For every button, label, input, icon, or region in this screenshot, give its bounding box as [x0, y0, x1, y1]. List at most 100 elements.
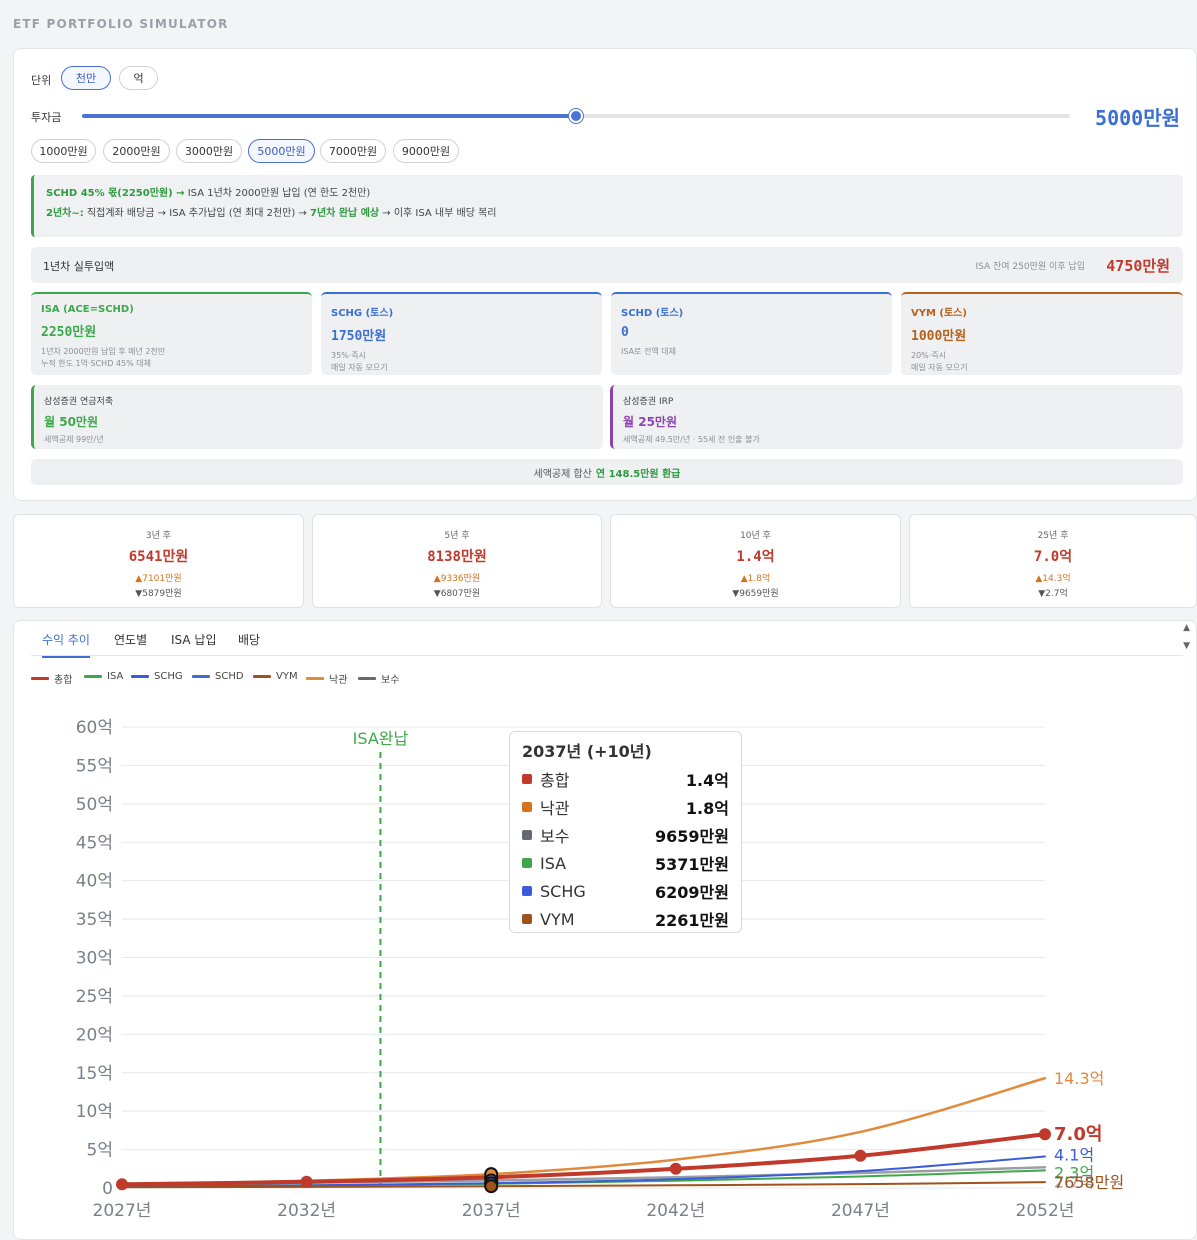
hover-marker: [484, 1179, 499, 1194]
tooltip-row-optimistic: 낙관 1.8억: [522, 793, 729, 821]
scroll-up-icon[interactable]: ▲: [1183, 623, 1190, 633]
legend-item-schg[interactable]: SCHG: [131, 671, 183, 682]
pension-value: 월 25만원: [623, 415, 677, 429]
series-end-label: 4.1억: [1054, 1145, 1094, 1164]
first-year-hint: ISA 잔여 250만원 이후 납입: [975, 262, 1085, 272]
y-tick-label: 40억: [76, 872, 113, 892]
legend-label: SCHD: [215, 671, 244, 682]
unit-option-eok[interactable]: 억: [119, 66, 158, 90]
tooltip-row-schg: SCHG 6209만원: [522, 877, 729, 905]
invest-amount-display: 5000만원: [1095, 106, 1180, 130]
legend-item-schd[interactable]: SCHD: [192, 671, 244, 682]
legend-swatch: [306, 677, 324, 680]
kpi-card-10y: 10년 후 1.4억 ▲1.8억 ▼9659만원: [610, 514, 901, 608]
isa-complete-marker-label: ISA완납: [353, 729, 409, 748]
pension-card-savings: 삼성증권 연금저축 월 50만원 세액공제 99만/년: [31, 385, 603, 449]
unit-option-cheonman[interactable]: 천만: [61, 66, 111, 90]
legend-item-isa[interactable]: ISA: [84, 671, 123, 682]
legend-label: ISA: [107, 671, 124, 682]
note-line-2-highlight-2: 7년차 완납 예상: [309, 208, 380, 219]
kpi-main: 1.4억: [736, 549, 775, 565]
account-value: 0: [621, 325, 629, 340]
total-data-point: [669, 1162, 682, 1175]
tooltip-row-name: 보수: [540, 827, 570, 846]
tab-returns-trend[interactable]: 수익 추이: [42, 631, 90, 658]
note-line-2-text: 직접계좌 배당금 → ISA 추가납입 (연 최대 2천만) →: [83, 208, 310, 219]
account-value: 1000만원: [911, 329, 967, 344]
account-card-vym: VYM (토스) 1000만원 20%·즉시 매일 자동 모으기: [901, 292, 1183, 375]
pension-sub: 세액공제 49.5만/년 · 55세 전 인출 불가: [623, 435, 760, 444]
account-title: VYM (토스): [911, 308, 967, 319]
tab-yearly[interactable]: 연도별: [114, 633, 148, 647]
account-card-schg: SCHG (토스) 1750만원 35%·즉시 매일 자동 모으기: [321, 292, 602, 375]
app-title: ETF PORTFOLIO SIMULATOR: [13, 17, 229, 31]
note-line-2-highlight: 2년차~:: [46, 208, 84, 219]
kpi-conservative: ▼2.7억: [1038, 589, 1068, 599]
note-line-1-text: ISA 1년차 2000만원 납입 (연 한도 2천만): [184, 188, 371, 199]
invest-slider[interactable]: [82, 109, 1070, 123]
first-year-value: 4750만원: [1106, 257, 1170, 275]
legend-swatch: [358, 677, 376, 680]
legend-item-optimistic[interactable]: 낙관: [306, 671, 347, 686]
pension-title: 삼성증권 IRP: [623, 397, 674, 407]
preset-9000[interactable]: 9000만원: [393, 139, 459, 163]
tooltip-row-vym: VYM 2261만원: [522, 905, 729, 933]
account-title: SCHD (토스): [621, 308, 684, 319]
y-tick-label: 0: [102, 1179, 113, 1199]
tooltip-row-isa: ISA 5371만원: [522, 849, 729, 877]
legend-swatch: [31, 677, 49, 680]
kpi-conservative: ▼5879만원: [135, 589, 182, 599]
series-end-label: 2.3억: [1054, 1163, 1094, 1182]
tooltip-row-name: 총합: [540, 771, 570, 790]
tooltip-header: 2037년 (+10년): [522, 742, 652, 761]
kpi-conservative: ▼9659만원: [732, 589, 779, 599]
scroll-down-icon[interactable]: ▼: [1183, 641, 1190, 651]
unit-label: 단위: [31, 74, 52, 87]
account-value: 2250만원: [41, 325, 97, 340]
pension-sub: 세액공제 99만/년: [44, 435, 104, 444]
invest-slider-fill: [82, 114, 576, 118]
preset-3000[interactable]: 3000만원: [176, 139, 242, 163]
series-line-총합: [120, 1132, 1047, 1187]
kpi-optimistic: ▲14.3억: [1035, 574, 1071, 584]
legend-item-conservative[interactable]: 보수: [358, 671, 399, 686]
first-year-label: 1년차 실투입액: [43, 260, 115, 273]
account-sub-1: 20%·즉시: [911, 351, 947, 360]
series-line-VYM: [121, 1181, 1046, 1189]
note-line-1-highlight: SCHD 45% 몫(2250만원) →: [46, 188, 185, 199]
preset-1000[interactable]: 1000만원: [31, 139, 96, 163]
account-sub-2: 매일 자동 모으기: [911, 363, 968, 372]
tab-dividend[interactable]: 배당: [238, 633, 261, 647]
kpi-card-5y: 5년 후 8138만원 ▲9336만원 ▼6807만원: [312, 514, 602, 608]
kpi-main: 6541만원: [128, 549, 189, 565]
tooltip-swatch: [522, 774, 532, 784]
series-end-label: 7658만원: [1054, 1173, 1124, 1192]
kpi-period: 3년 후: [145, 531, 172, 541]
legend-swatch: [84, 675, 102, 678]
pension-card-irp: 삼성증권 IRP 월 25만원 세액공제 49.5만/년 · 55세 전 인출 …: [610, 385, 1183, 449]
kpi-card-3y: 3년 후 6541만원 ▲7101만원 ▼5879만원: [13, 514, 304, 608]
invest-slider-handle[interactable]: [569, 109, 583, 123]
isa-strategy-note: SCHD 45% 몫(2250만원) → ISA 1년차 2000만원 납입 (…: [31, 175, 1183, 237]
legend-label: 총합: [54, 675, 73, 686]
legend-label: SCHG: [154, 671, 183, 682]
note-line-1: SCHD 45% 몫(2250만원) → ISA 1년차 2000만원 납입 (…: [46, 184, 1171, 204]
preset-7000[interactable]: 7000만원: [320, 139, 386, 163]
legend-item-vym[interactable]: VYM: [253, 671, 298, 682]
first-year-summary: 1년차 실투입액 ISA 잔여 250만원 이후 납입 4750만원: [31, 247, 1183, 283]
kpi-conservative: ▼6807만원: [433, 589, 481, 599]
series-end-label: 2.7억: [1054, 1172, 1094, 1191]
tooltip-row-value: 6209만원: [655, 883, 729, 902]
y-tick-label: 30억: [76, 949, 113, 969]
legend-item-total[interactable]: 총합: [31, 671, 72, 686]
preset-2000[interactable]: 2000만원: [103, 139, 170, 163]
x-tick-label: 2047년: [831, 1201, 890, 1221]
preset-5000[interactable]: 5000만원: [248, 139, 315, 163]
tab-isa-deposit[interactable]: ISA 납입: [171, 633, 217, 647]
account-value: 1750만원: [331, 329, 387, 344]
y-tick-label: 5억: [87, 1141, 113, 1161]
x-tick-label: 2032년: [277, 1201, 336, 1221]
tooltip-row-value: 5371만원: [655, 855, 729, 874]
legend-swatch: [253, 675, 271, 678]
